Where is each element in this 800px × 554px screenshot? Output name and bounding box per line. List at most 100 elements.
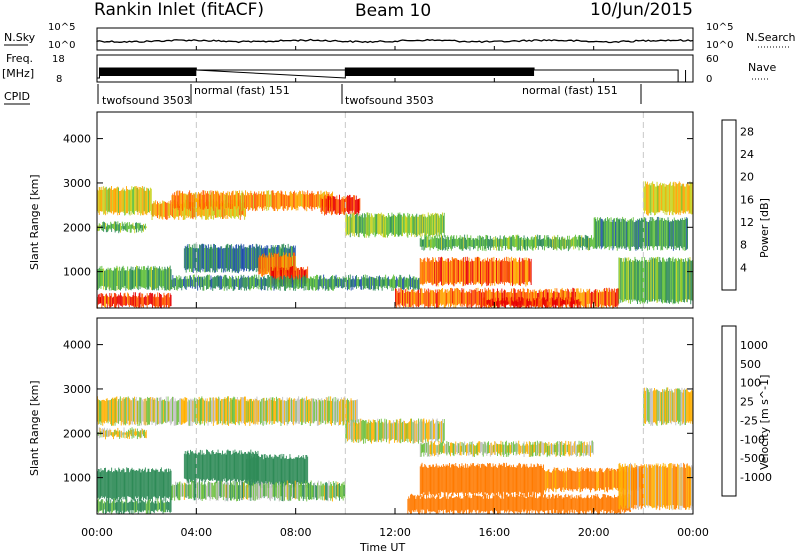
- data-cell-8-12: [654, 184, 655, 216]
- data-cell-5-52: [143, 430, 144, 437]
- data-cell-16-201: [573, 288, 575, 304]
- data-cell-15-83: [493, 256, 495, 284]
- data-cell-8-17: [112, 472, 113, 500]
- data-cell-2-68: [212, 204, 214, 216]
- data-cell-2-23: [365, 420, 367, 440]
- data-cell-5-33: [126, 431, 128, 438]
- data-cell-4-26: [343, 196, 345, 216]
- data-cell-9-80: [254, 248, 256, 269]
- data-cell-9-20: [201, 243, 203, 269]
- data-cell-0-39: [131, 186, 133, 215]
- data-cell-11-82: [492, 463, 494, 494]
- data-cell-9-71: [246, 247, 248, 269]
- data-cell-2-9: [159, 201, 161, 218]
- data-cell-7-98: [680, 220, 682, 248]
- data-cell-14-257: [399, 274, 401, 287]
- data-cell-16-78: [464, 292, 466, 307]
- data-cell-9-49: [227, 243, 229, 272]
- data-cell-7-20: [611, 222, 613, 246]
- data-cell-16-25: [417, 290, 419, 307]
- data-cell-13-45: [583, 471, 585, 489]
- data-cell-18-7: [488, 299, 489, 304]
- data-cell-9-58: [235, 244, 237, 273]
- data-cell-9-63: [239, 245, 241, 269]
- data-cell-16-20: [412, 289, 414, 308]
- data-cell-3-181: [580, 441, 582, 456]
- data-cell-9-61: [238, 244, 239, 274]
- data-cell-1-52: [143, 223, 144, 232]
- data-cell-12-85: [482, 498, 484, 513]
- data-cell-6-123: [528, 239, 530, 248]
- data-cell-13-35: [128, 293, 129, 306]
- data-cell-2-71: [408, 422, 410, 439]
- data-cell-15-65: [477, 256, 479, 282]
- data-cell-12-103: [498, 496, 500, 513]
- data-cell-14-220: [366, 275, 368, 289]
- data-cell-2-95: [236, 200, 238, 217]
- data-cell-14-256: [398, 277, 400, 288]
- data-cell-5-22: [116, 431, 118, 438]
- data-cell-9-80: [168, 502, 169, 511]
- data-cell-9-20: [114, 502, 116, 510]
- data-cell-1-18: [167, 396, 169, 422]
- date-label: 10/Jun/2015: [590, 0, 693, 20]
- data-cell-8-77: [165, 469, 167, 500]
- cpid-mode-label-1: normal (fast) 151: [194, 84, 290, 97]
- data-cell-16-233: [601, 290, 603, 309]
- data-cell-13-71: [160, 294, 161, 309]
- data-cell-3-55: [220, 192, 222, 207]
- data-cell-14-214: [361, 276, 363, 290]
- data-cell-3-64: [228, 195, 230, 208]
- data-cell-15-118: [524, 257, 526, 282]
- time-axis-label: Time UT: [359, 541, 405, 554]
- data-cell-9-64: [153, 503, 155, 514]
- data-cell-3-31: [199, 193, 200, 207]
- y-tick-label-0: 1000: [63, 472, 91, 485]
- data-cell-0-34: [127, 397, 128, 424]
- data-cell-10-13: [269, 257, 271, 276]
- data-cell-2-23: [172, 204, 173, 218]
- data-cell-3-36: [451, 443, 453, 453]
- data-cell-3-148: [302, 193, 304, 208]
- data-cell-16-23: [415, 292, 417, 307]
- data-cell-6-2: [185, 454, 187, 480]
- data-cell-14-33: [200, 276, 202, 288]
- data-cell-2-48: [387, 422, 389, 439]
- data-cell-16-40: [430, 290, 432, 306]
- data-cell-12-198: [583, 498, 584, 514]
- data-cell-2-96: [237, 200, 238, 217]
- data-cell-14-42: [655, 463, 657, 510]
- data-cell-13-79: [167, 293, 168, 305]
- colorbar-tick-7: -1000: [740, 471, 772, 484]
- data-cell-5-3: [348, 216, 349, 236]
- data-cell-14-72: [235, 275, 237, 286]
- data-cell-16-224: [593, 290, 595, 304]
- data-cell-0-46: [137, 400, 139, 426]
- data-cell-14-167: [319, 275, 321, 287]
- data-cell-12-14: [109, 268, 111, 291]
- data-cell-6-16: [198, 452, 199, 479]
- data-cell-9-28: [121, 500, 123, 511]
- data-cell-14-86: [247, 275, 249, 289]
- data-cell-16-191: [564, 290, 566, 305]
- data-cell-6-121: [527, 236, 528, 251]
- data-cell-9-8: [191, 247, 192, 272]
- data-cell-9-47: [138, 498, 140, 511]
- data-cell-12-12: [418, 495, 419, 514]
- data-cell-6-187: [585, 235, 587, 250]
- data-cell-0-7: [103, 399, 105, 423]
- data-cell-14-179: [330, 277, 332, 289]
- data-cell-6-22: [203, 452, 205, 480]
- data-cell-5-29: [122, 432, 124, 438]
- data-cell-2-100: [434, 423, 435, 439]
- data-cell-15-87: [497, 260, 498, 285]
- data-cell-6-44: [458, 237, 460, 249]
- data-cell-14-76: [238, 279, 240, 290]
- data-cell-2-12: [356, 422, 357, 443]
- data-cell-3-95: [504, 444, 505, 455]
- data-cell-3-145: [548, 441, 550, 455]
- data-cell-2-30: [371, 422, 373, 441]
- data-cell-11-34: [301, 267, 302, 282]
- data-cell-10-167: [319, 485, 321, 497]
- data-cell-5-29: [371, 213, 372, 233]
